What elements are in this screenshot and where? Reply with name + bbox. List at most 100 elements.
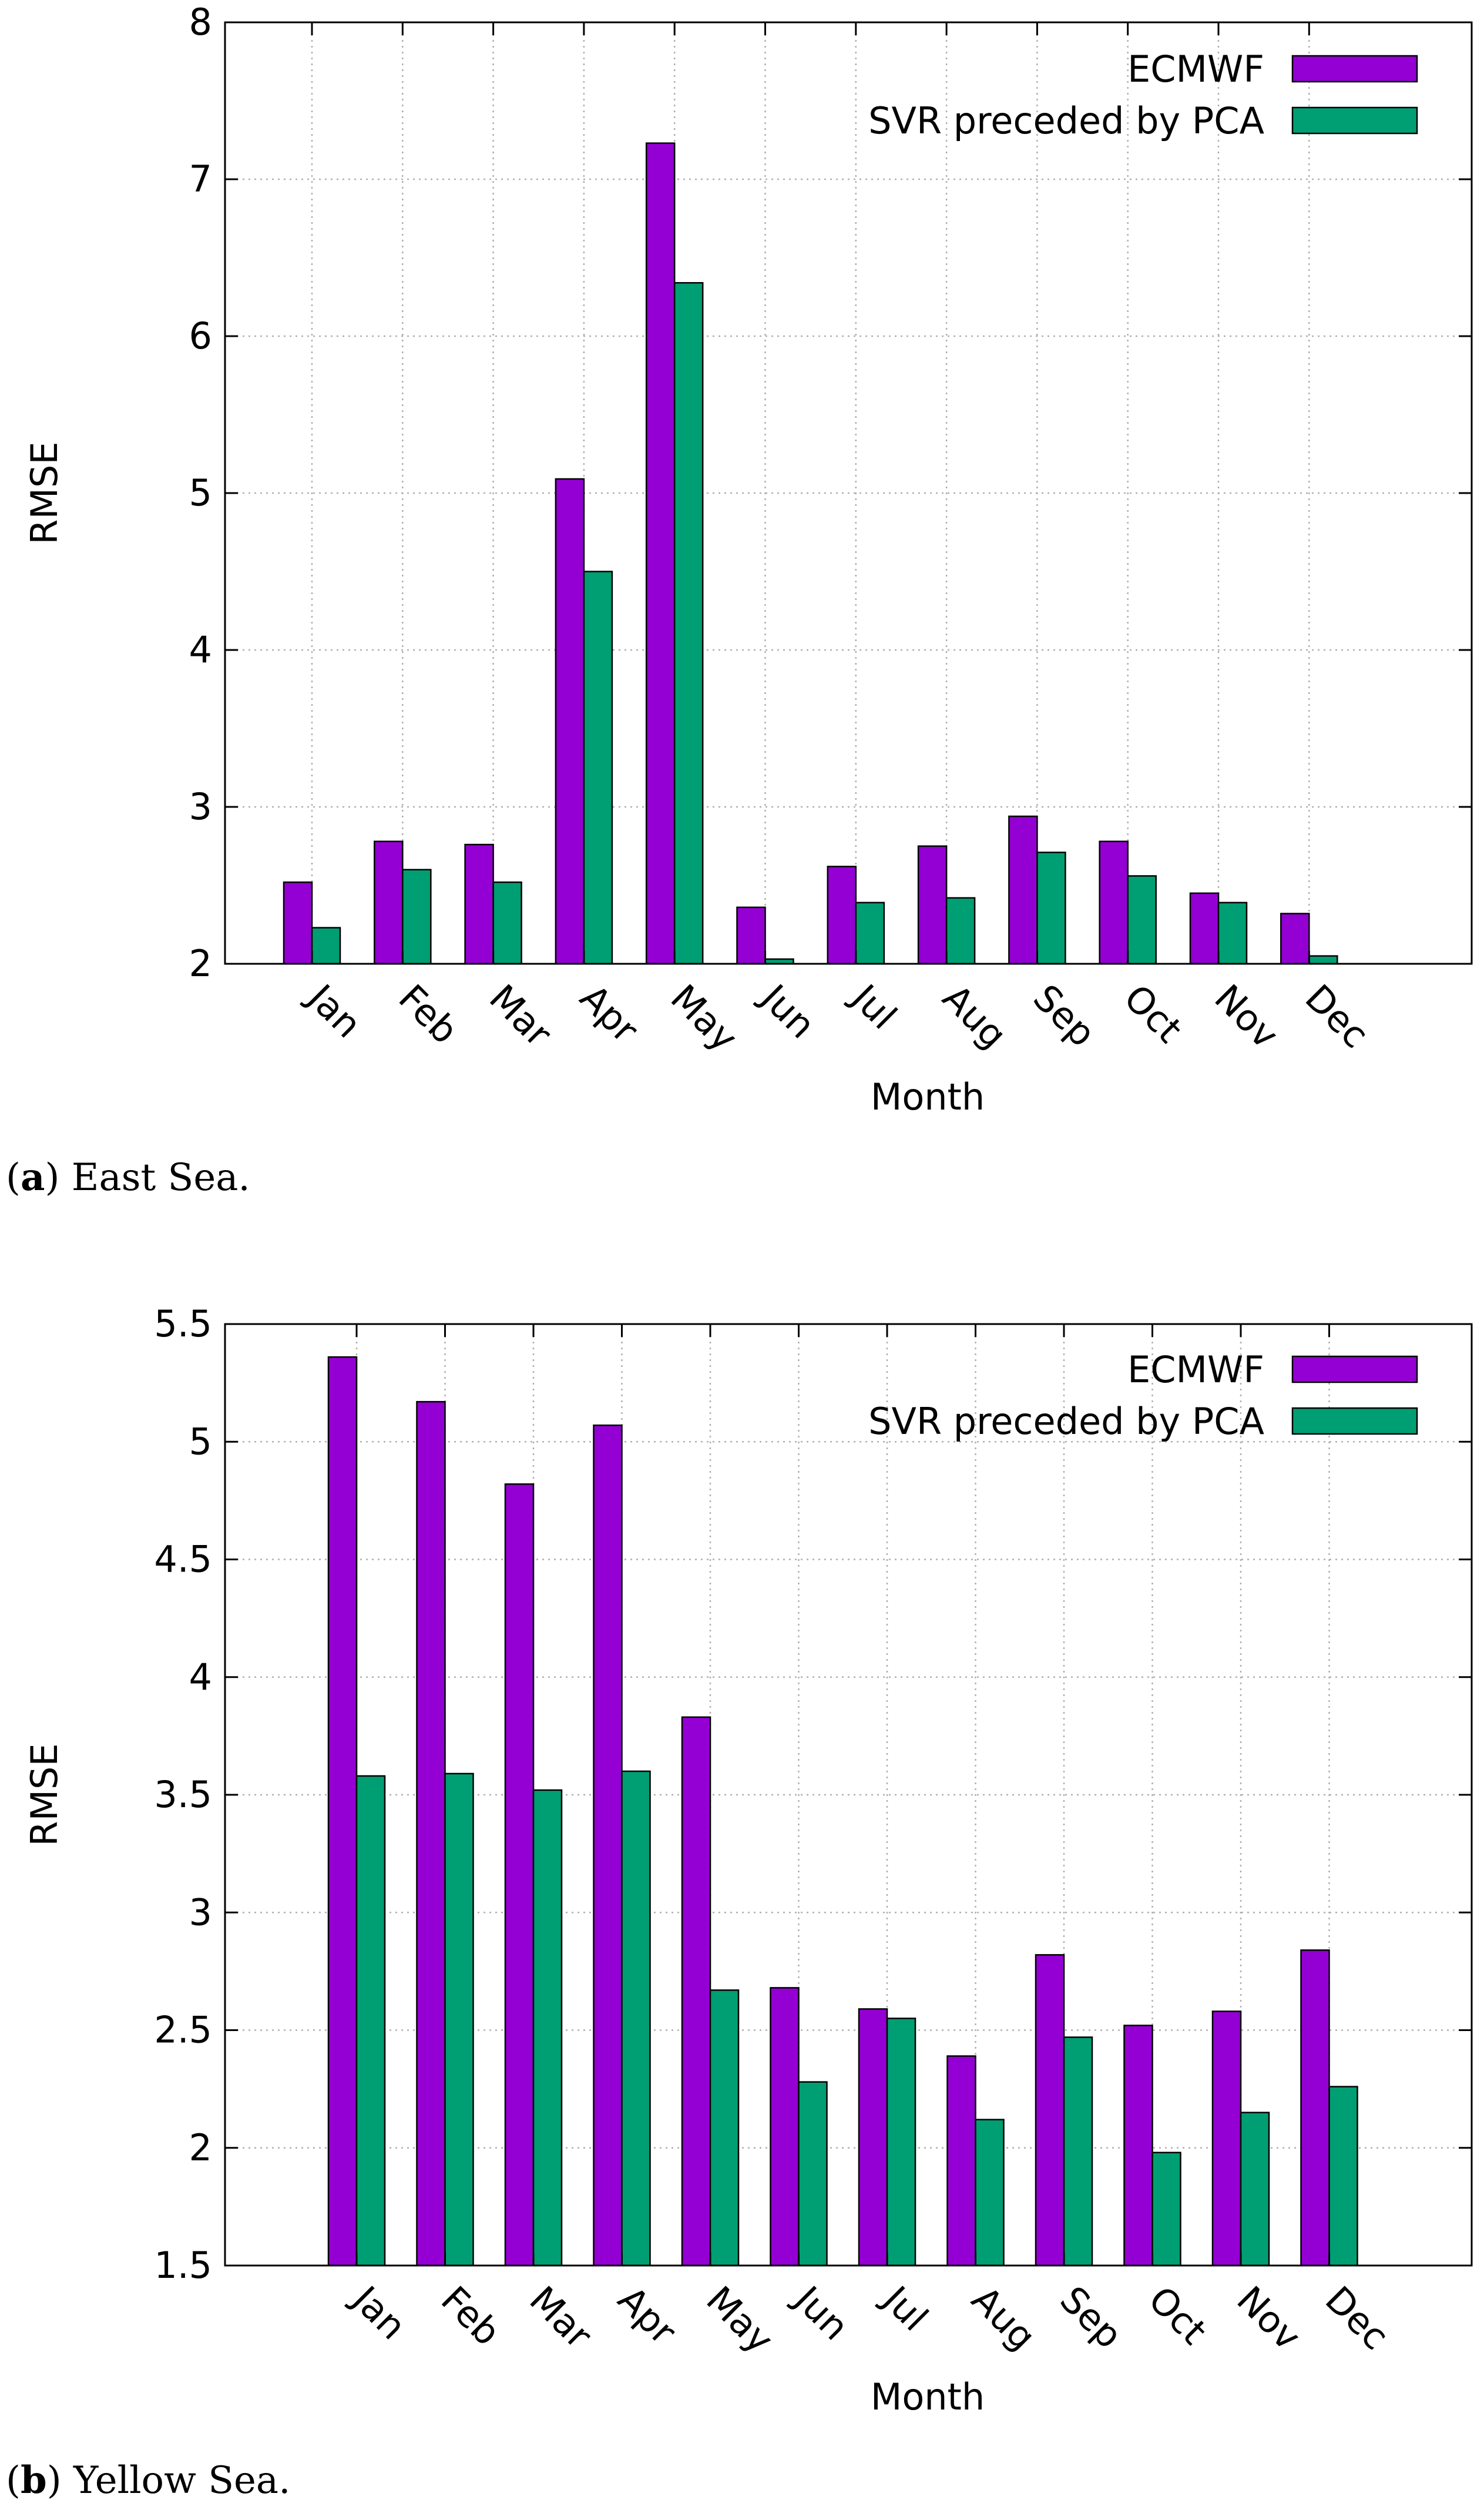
- bar-ecmwf-dec: [1300, 1949, 1330, 2267]
- bar-ecmwf-oct: [1123, 2025, 1153, 2267]
- y-tick-label: 3.5: [154, 1773, 212, 1816]
- bar-svr-pca-jan: [311, 927, 341, 965]
- legend: ECMWF SVR preceded by PCA: [868, 48, 1418, 142]
- legend-label: ECMWF: [1127, 48, 1264, 91]
- bar-ecmwf-jan: [283, 881, 313, 965]
- plot-frame: [224, 1323, 1473, 2267]
- legend-label: SVR preceded by PCA: [868, 1400, 1264, 1443]
- x-tick-label: Nov: [1228, 2278, 1309, 2358]
- x-tick-label: Dec: [1317, 2278, 1397, 2358]
- bar-svr-pca-aug: [975, 2119, 1005, 2267]
- x-tick-label: Jun: [785, 2276, 857, 2348]
- y-tick-label: 2: [189, 942, 212, 985]
- x-tick-label: Jan: [343, 2276, 415, 2348]
- chart-yellow-sea: 1.5 2 2.5 3 3.5 4 4.5 5 5.5 Jan Feb Mar Apr May Jun Jul…: [6, 1302, 1473, 2502]
- y-tick-label: 8: [189, 1, 212, 43]
- caption-letter: a: [21, 1155, 45, 1199]
- legend-swatch: [1291, 1355, 1418, 1383]
- y-axis-label: RMSE: [23, 1743, 66, 1846]
- bar-svr-pca-may: [673, 282, 704, 965]
- x-tick-label: Apr: [610, 2278, 685, 2353]
- x-tick-label: Aug: [934, 976, 1015, 1057]
- bar-ecmwf-oct: [1099, 840, 1129, 965]
- bar-ecmwf-apr: [593, 1424, 623, 2267]
- y-axis-label: RMSE: [23, 441, 66, 544]
- x-tick-label: Jul: [842, 974, 905, 1037]
- x-tick-label: Mar: [481, 976, 560, 1055]
- y-tick-label: 3: [189, 1891, 212, 1933]
- legend-swatch: [1291, 1407, 1418, 1435]
- bar-ecmwf-nov: [1211, 2010, 1242, 2267]
- x-tick-label: Sep: [1025, 976, 1104, 1055]
- figure-caption: (a) East Sea.: [6, 1155, 250, 1199]
- bar-svr-pca-apr: [583, 571, 613, 965]
- bar-svr-pca-nov: [1217, 902, 1248, 965]
- bar-svr-pca-feb: [444, 1772, 474, 2267]
- x-tick-label: Feb: [433, 2278, 509, 2354]
- y-tick-label: 4: [189, 1656, 212, 1698]
- bar-svr-pca-jul: [855, 902, 885, 965]
- bar-svr-pca-nov: [1240, 2112, 1270, 2267]
- y-tick-label: 5.5: [154, 1302, 212, 1345]
- bar-ecmwf-jul: [858, 2008, 888, 2267]
- figure-caption: (b) Yellow Sea.: [6, 2458, 290, 2502]
- bar-svr-pca-mar: [532, 1789, 563, 2267]
- bar-svr-pca-dec: [1328, 2086, 1358, 2267]
- bar-svr-pca-jan: [355, 1775, 386, 2267]
- legend-swatch: [1291, 106, 1418, 135]
- y-tick-label: 4: [189, 628, 212, 671]
- bar-ecmwf-mar: [464, 843, 494, 965]
- x-tick-label: Jan: [298, 974, 370, 1046]
- bar-svr-pca-aug: [945, 897, 976, 965]
- x-tick-label: May: [698, 2278, 781, 2361]
- plot-frame: [224, 21, 1473, 965]
- x-tick-label: Apr: [572, 976, 647, 1051]
- bar-svr-pca-oct: [1127, 875, 1157, 965]
- bar-ecmwf-aug: [917, 845, 948, 965]
- y-tick-label: 6: [189, 314, 212, 357]
- bar-ecmwf-dec: [1280, 913, 1310, 965]
- bar-svr-pca-sep: [1036, 852, 1066, 965]
- caption-text: East Sea.: [59, 1156, 250, 1199]
- bar-ecmwf-nov: [1189, 892, 1220, 965]
- x-tick-label: Mar: [521, 2278, 600, 2357]
- x-axis-label: Month: [871, 1075, 985, 1118]
- legend-label: ECMWF: [1127, 1348, 1264, 1391]
- legend: ECMWF SVR preceded by PCA: [868, 1348, 1418, 1443]
- bar-ecmwf-apr: [555, 478, 585, 965]
- y-tick-label: 2.5: [154, 2009, 212, 2052]
- legend-swatch: [1291, 55, 1418, 83]
- x-tick-label: Sep: [1052, 2278, 1130, 2357]
- bar-ecmwf-jun: [736, 906, 766, 965]
- bar-ecmwf-feb: [374, 840, 404, 965]
- x-tick-label: Nov: [1206, 976, 1287, 1057]
- y-tick-label: 1.5: [154, 2244, 212, 2287]
- bar-svr-pca-may: [709, 1989, 740, 2267]
- bar-ecmwf-feb: [416, 1400, 446, 2267]
- x-tick-label: Dec: [1297, 976, 1377, 1056]
- y-tick-label: 7: [189, 157, 212, 200]
- bar-ecmwf-may: [645, 142, 676, 965]
- bar-svr-pca-apr: [621, 1770, 651, 2267]
- x-tick-label: Oct: [1116, 976, 1190, 1051]
- y-tick-label: 5: [189, 1420, 212, 1463]
- x-tick-label: Feb: [391, 976, 466, 1052]
- bar-ecmwf-jul: [827, 866, 857, 965]
- bar-ecmwf-mar: [504, 1483, 535, 2267]
- bar-svr-pca-sep: [1063, 2036, 1093, 2267]
- bar-svr-pca-oct: [1151, 2152, 1181, 2267]
- y-tick-label: 5: [189, 471, 212, 514]
- bar-ecmwf-jan: [327, 1356, 358, 2267]
- x-tick-label: Aug: [963, 2278, 1044, 2358]
- y-tick-label: 3: [189, 785, 212, 828]
- x-tick-label: Oct: [1140, 2278, 1215, 2353]
- x-axis-label: Month: [871, 2375, 985, 2418]
- legend-label: SVR preceded by PCA: [868, 99, 1264, 142]
- chart-east-sea: 2 3 4 5 6 7 8 Jan Feb Mar Apr May Jun Jul Aug Sep Oct Nov…: [6, 1, 1473, 1199]
- bar-svr-pca-jun: [798, 2081, 828, 2267]
- bar-svr-pca-jul: [886, 2018, 916, 2267]
- x-tick-label: Jun: [751, 974, 824, 1047]
- x-tick-label: Jul: [874, 2276, 936, 2339]
- bar-ecmwf-sep: [1008, 815, 1038, 965]
